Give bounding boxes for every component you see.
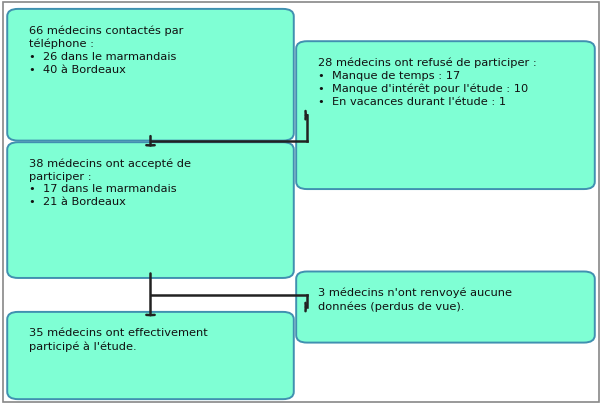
- FancyBboxPatch shape: [7, 9, 294, 141]
- Text: 28 médecins ont refusé de participer :
•  Manque de temps : 17
•  Manque d'intér: 28 médecins ont refusé de participer : •…: [318, 57, 536, 107]
- FancyBboxPatch shape: [7, 142, 294, 278]
- Text: 66 médecins contactés par
téléphone :
•  26 dans le marmandais
•  40 à Bordeaux: 66 médecins contactés par téléphone : • …: [29, 25, 183, 75]
- FancyBboxPatch shape: [296, 271, 595, 343]
- Text: 35 médecins ont effectivement
participé à l'étude.: 35 médecins ont effectivement participé …: [29, 328, 208, 351]
- Text: 38 médecins ont accepté de
participer :
•  17 dans le marmandais
•  21 à Bordeau: 38 médecins ont accepté de participer : …: [29, 158, 191, 207]
- FancyBboxPatch shape: [296, 41, 595, 189]
- Text: 3 médecins n'ont renvoyé aucune
données (perdus de vue).: 3 médecins n'ont renvoyé aucune données …: [318, 288, 512, 311]
- FancyBboxPatch shape: [7, 312, 294, 399]
